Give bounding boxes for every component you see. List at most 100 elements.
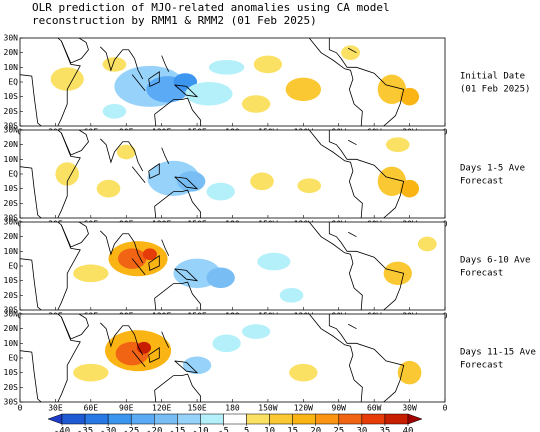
anomaly-blob: [400, 87, 420, 106]
colorbar-segment: [338, 413, 363, 425]
colorbar-segment: [269, 413, 293, 425]
panel-bg: [20, 130, 445, 218]
coastline: [154, 373, 202, 402]
lat-label: 10N: [4, 339, 19, 348]
coastline: [154, 390, 157, 402]
coastline: [60, 38, 89, 64]
coastline: [60, 130, 89, 156]
coastline: [99, 138, 144, 172]
coastline: [328, 130, 405, 218]
lon-label: 30W: [402, 404, 417, 413]
lat-label: 10N: [4, 63, 19, 72]
coastline: [328, 38, 405, 126]
anomaly-blob: [73, 363, 109, 382]
coastline: [20, 350, 42, 402]
lon-label: 0: [18, 404, 23, 413]
lat-label: 20N: [4, 48, 19, 57]
lat-label: 10N: [4, 155, 19, 164]
colorbar-label: -20: [146, 427, 162, 432]
anomaly-blob: [212, 334, 241, 353]
anomaly-blob: [177, 171, 206, 192]
lat-label: 30S: [4, 306, 19, 315]
coastline: [99, 230, 144, 264]
anomaly-blob: [96, 179, 121, 198]
panel-label: Forecast: [460, 361, 503, 371]
colorbar-end: [407, 413, 423, 425]
panel-label: Days 11-15 Ave: [460, 348, 536, 358]
colorbar-label: -5: [218, 427, 229, 432]
lon-label: 30E: [48, 404, 63, 413]
colorbar-label: -25: [123, 427, 139, 432]
anomaly-blob: [50, 67, 84, 91]
coastline: [174, 268, 199, 282]
anomaly-blob: [102, 104, 127, 119]
coastline: [328, 314, 405, 402]
lat-label: 10S: [4, 184, 19, 193]
lat-label: 30N: [4, 310, 19, 319]
lat-label: 20S: [4, 291, 19, 300]
anomaly-blob: [400, 179, 420, 198]
anomaly-blob: [297, 178, 322, 194]
lon-label: 120W: [294, 404, 313, 413]
lat-label: 20N: [4, 324, 19, 333]
title-line: reconstruction by RMM1 & RMM2 (01 Feb 20…: [32, 14, 317, 27]
coastline: [174, 84, 199, 98]
colorbar-label: 30: [356, 427, 367, 432]
lat-label: 30N: [4, 34, 19, 43]
lat-label: 30N: [4, 218, 19, 227]
lat-label: 30N: [4, 126, 19, 135]
coastline: [348, 139, 357, 146]
lon-label: 150W: [258, 404, 277, 413]
anomaly-blob: [116, 144, 136, 160]
colorbar-label: 20: [310, 427, 321, 432]
coastline: [161, 331, 170, 348]
coastline: [99, 46, 144, 80]
anomaly-blob: [102, 57, 127, 72]
coastline: [308, 314, 363, 402]
lon-label: 180: [225, 404, 240, 413]
coastline: [154, 281, 202, 310]
coastline: [154, 189, 202, 218]
colorbar-segment: [384, 413, 409, 425]
coastline: [148, 70, 160, 87]
anomaly-blob: [206, 267, 235, 288]
coastline: [174, 360, 199, 374]
panel-label: Days 1-5 Ave: [460, 164, 525, 174]
lon-label: 120E: [152, 404, 171, 413]
anomaly-blob: [241, 95, 271, 113]
colorbar-segment: [361, 413, 386, 425]
colorbar-label: -15: [169, 427, 185, 432]
lat-label: 20N: [4, 232, 19, 241]
colorbar-label: 10: [264, 427, 275, 432]
coastline: [154, 114, 157, 126]
lat-label: 10N: [4, 247, 19, 256]
anomaly-blob: [279, 288, 304, 303]
lat-label: 10S: [4, 276, 19, 285]
panel-label: Initial Date: [460, 72, 525, 82]
panel-bg: [20, 314, 445, 402]
colorbar-label: -35: [77, 427, 93, 432]
colorbar-segment: [84, 413, 109, 425]
lon-label: 90E: [119, 404, 134, 413]
anomaly-blob: [142, 248, 157, 261]
colorbar-segment: [130, 413, 155, 425]
coastline: [173, 38, 175, 39]
lat-label: 20S: [4, 107, 19, 116]
anomaly-blob: [377, 166, 407, 196]
colorbar-segment: [107, 413, 132, 425]
lat-label: EQ: [8, 170, 18, 179]
coastline: [348, 323, 357, 330]
coastline: [308, 222, 363, 310]
colorbar-segment: [246, 413, 270, 425]
colorbar-label: 35: [380, 427, 391, 432]
anomaly-blob: [257, 252, 291, 271]
colorbar-label: 40: [403, 427, 414, 432]
coastline: [154, 97, 202, 126]
anomaly-blob: [185, 82, 233, 106]
lat-label: 30S: [4, 398, 19, 407]
colorbar-label: 25: [333, 427, 344, 432]
lat-label: 30S: [4, 122, 19, 131]
anomaly-blob: [289, 363, 318, 382]
colorbar-label: 5: [244, 427, 249, 432]
coastline: [308, 130, 363, 218]
